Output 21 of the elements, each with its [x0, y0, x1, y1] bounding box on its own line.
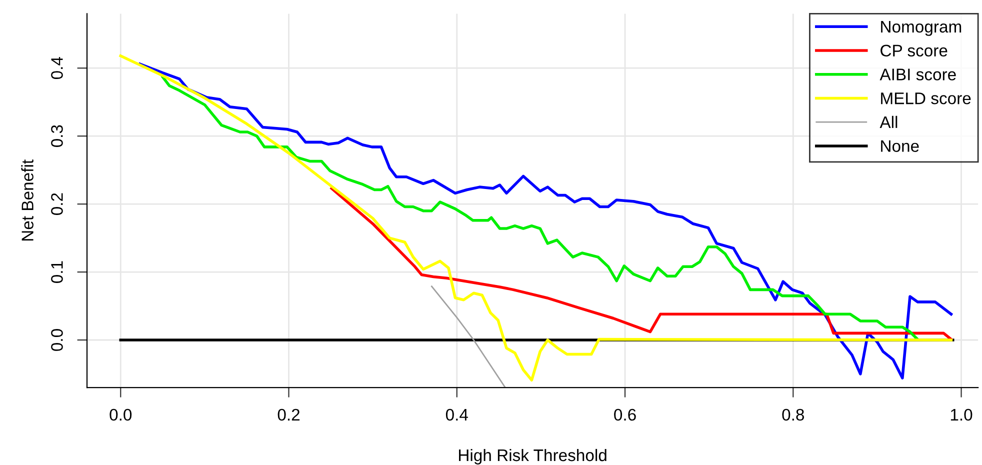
y-tick-label: 0.0	[51, 329, 63, 351]
x-tick-label: 1.0	[950, 408, 972, 421]
legend-label: None	[881, 140, 919, 152]
y-tick-label: 0.2	[51, 193, 63, 215]
x-tick-label: 0.2	[278, 408, 300, 421]
x-tick-label: 0.6	[614, 408, 636, 421]
x-axis-title: High Risk Threshold	[459, 448, 606, 464]
x-tick-label: 0.8	[782, 408, 804, 421]
legend-label: Nomogram	[881, 20, 962, 36]
y-tick-label: 0.1	[51, 261, 63, 283]
line-series	[430, 286, 506, 388]
y-tick-label: 0.3	[51, 125, 63, 148]
line-series	[330, 187, 953, 341]
legend-label: CP score	[880, 44, 948, 56]
legend-label: All	[880, 116, 898, 128]
x-tick-label: 0.4	[446, 408, 468, 421]
x-tick-label: 0.0	[110, 408, 132, 421]
y-axis-title: Net Benefit	[21, 160, 34, 241]
legend-label: MELD score	[881, 92, 971, 104]
y-tick-label: 0.4	[51, 57, 63, 80]
legend-label: AIBI score	[880, 68, 956, 80]
